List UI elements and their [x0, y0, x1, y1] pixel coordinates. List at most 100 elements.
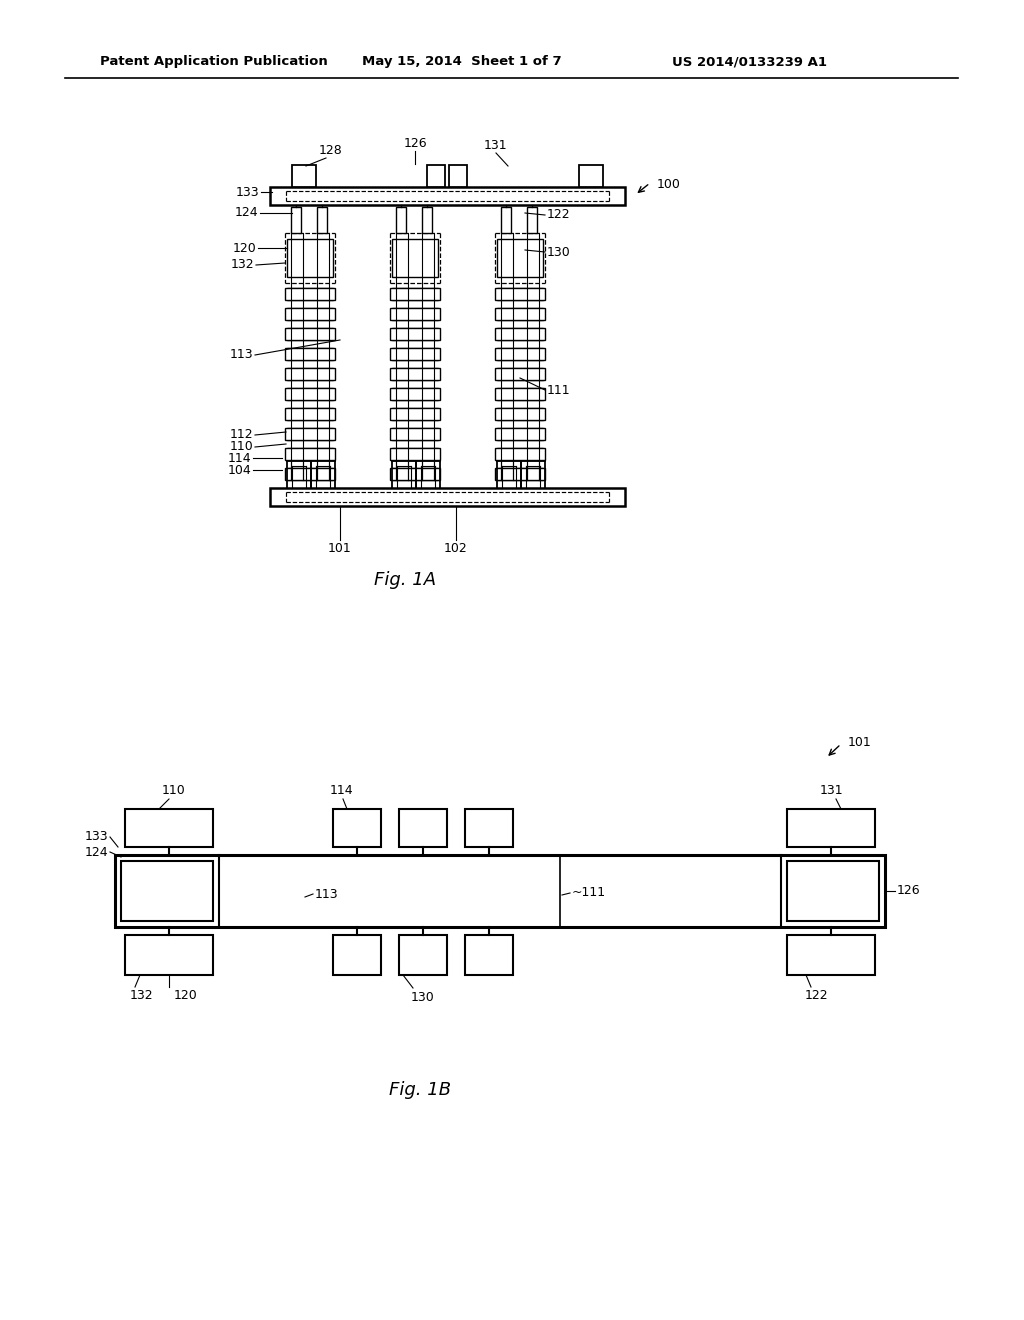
Bar — [317, 207, 327, 234]
Text: 133: 133 — [84, 830, 108, 843]
Text: 128: 128 — [319, 144, 343, 157]
Bar — [390, 288, 440, 300]
Bar — [287, 348, 333, 360]
Text: 132: 132 — [230, 259, 254, 272]
Text: 120: 120 — [174, 989, 198, 1002]
Bar — [427, 165, 445, 187]
Text: 122: 122 — [804, 989, 827, 1002]
Bar — [285, 428, 335, 440]
Bar — [115, 855, 885, 927]
Bar — [787, 861, 879, 921]
Bar — [465, 935, 513, 975]
Bar — [287, 368, 333, 380]
Text: US 2014/0133239 A1: US 2014/0133239 A1 — [672, 55, 827, 69]
Bar — [287, 469, 333, 480]
Text: 126: 126 — [403, 137, 427, 150]
Text: 100: 100 — [657, 178, 681, 191]
Bar — [497, 348, 543, 360]
Text: 131: 131 — [483, 139, 507, 152]
Bar — [392, 239, 438, 277]
Bar — [390, 368, 440, 380]
Bar — [497, 469, 543, 480]
Bar — [333, 935, 381, 975]
Bar — [285, 368, 335, 380]
Text: 124: 124 — [84, 846, 108, 858]
Bar — [465, 809, 513, 847]
Bar — [285, 288, 335, 300]
Bar — [495, 308, 545, 319]
Bar — [291, 207, 301, 234]
Bar — [285, 469, 335, 480]
Bar — [495, 408, 545, 420]
Text: 124: 124 — [234, 206, 258, 219]
Bar — [287, 428, 333, 440]
Bar — [287, 327, 333, 341]
Bar — [495, 388, 545, 400]
Text: 101: 101 — [848, 735, 871, 748]
Bar — [392, 408, 438, 420]
Text: 131: 131 — [819, 784, 843, 797]
Text: 114: 114 — [227, 451, 251, 465]
Bar — [270, 488, 625, 506]
Text: 132: 132 — [130, 989, 154, 1002]
Text: 113: 113 — [315, 887, 339, 900]
Bar — [396, 207, 406, 234]
Bar — [287, 388, 333, 400]
Text: May 15, 2014  Sheet 1 of 7: May 15, 2014 Sheet 1 of 7 — [362, 55, 561, 69]
Bar — [390, 469, 440, 480]
Text: 111: 111 — [547, 384, 570, 396]
Text: 102: 102 — [444, 543, 468, 554]
Bar — [497, 428, 543, 440]
Text: 114: 114 — [329, 784, 353, 797]
Bar — [287, 239, 333, 277]
Bar — [287, 308, 333, 319]
Text: Fig. 1A: Fig. 1A — [374, 572, 436, 589]
Bar — [285, 348, 335, 360]
Text: 110: 110 — [162, 784, 186, 797]
Bar — [495, 288, 545, 300]
Bar — [392, 288, 438, 300]
Bar — [125, 809, 213, 847]
Bar — [497, 288, 543, 300]
Bar — [390, 308, 440, 319]
Bar — [392, 447, 438, 459]
Bar — [399, 935, 447, 975]
Bar — [501, 207, 511, 234]
Bar — [292, 165, 316, 187]
Text: 110: 110 — [229, 441, 253, 454]
Bar — [285, 308, 335, 319]
Bar — [399, 809, 447, 847]
Bar — [390, 408, 440, 420]
Bar — [495, 368, 545, 380]
Bar — [287, 447, 333, 459]
Text: 101: 101 — [328, 543, 352, 554]
Bar — [392, 388, 438, 400]
Bar — [392, 327, 438, 341]
Bar — [495, 327, 545, 341]
Bar — [333, 809, 381, 847]
Bar — [285, 327, 335, 341]
Text: 133: 133 — [236, 186, 259, 198]
Bar — [497, 239, 543, 277]
Text: 126: 126 — [897, 884, 921, 898]
Text: ~111: ~111 — [572, 887, 606, 899]
Text: 120: 120 — [232, 242, 256, 255]
Bar — [285, 388, 335, 400]
Bar — [392, 368, 438, 380]
Bar — [390, 348, 440, 360]
Bar — [527, 207, 537, 234]
Bar — [287, 288, 333, 300]
Bar — [787, 935, 874, 975]
Bar — [270, 187, 625, 205]
Text: 104: 104 — [227, 463, 251, 477]
Bar — [285, 408, 335, 420]
Bar — [495, 348, 545, 360]
Bar — [422, 207, 432, 234]
Text: Fig. 1B: Fig. 1B — [389, 1081, 451, 1100]
Bar — [285, 447, 335, 459]
Bar — [497, 447, 543, 459]
Bar — [497, 388, 543, 400]
Bar — [579, 165, 603, 187]
Bar — [125, 935, 213, 975]
Bar — [497, 308, 543, 319]
